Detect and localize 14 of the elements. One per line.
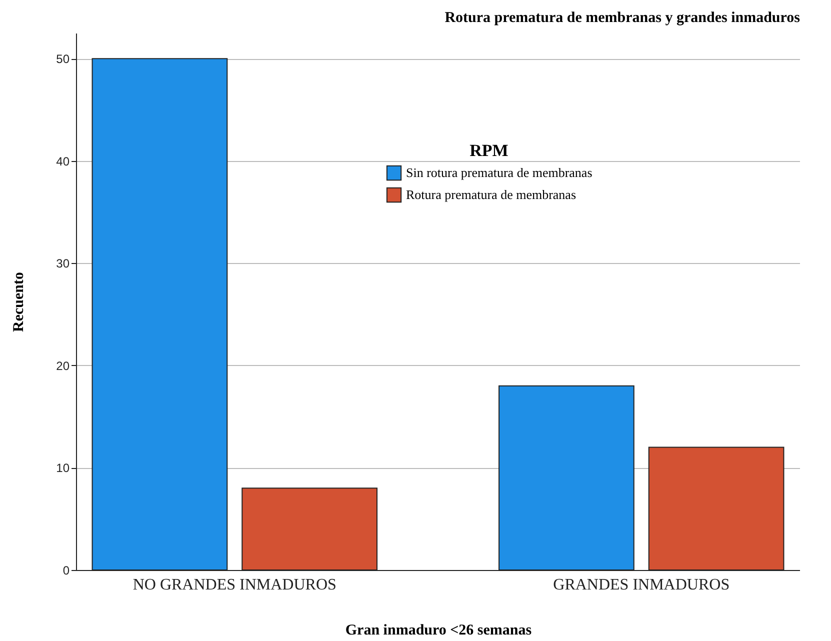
legend-title: RPM <box>470 141 508 160</box>
y-tick-label: 40 <box>56 154 70 168</box>
y-tick-label: 20 <box>56 358 70 373</box>
chart-title: Rotura prematura de membranas y grandes inmaduros <box>444 10 800 26</box>
x-tick-label: GRANDES INMADUROS <box>553 576 730 594</box>
legend-label: Rotura prematura de membranas <box>406 187 576 202</box>
y-axis-title: Recuento <box>11 272 28 332</box>
y-tick-label: 30 <box>56 256 70 271</box>
x-axis-title: Gran inmaduro <26 semanas <box>345 622 532 638</box>
y-tick-label: 50 <box>56 52 70 66</box>
y-tick-label: 0 <box>62 564 70 578</box>
legend-label: Sin rotura prematura de membranas <box>406 165 592 180</box>
y-tick-label: 10 <box>56 461 70 476</box>
x-tick-label: NO GRANDES INMADUROS <box>132 576 336 594</box>
